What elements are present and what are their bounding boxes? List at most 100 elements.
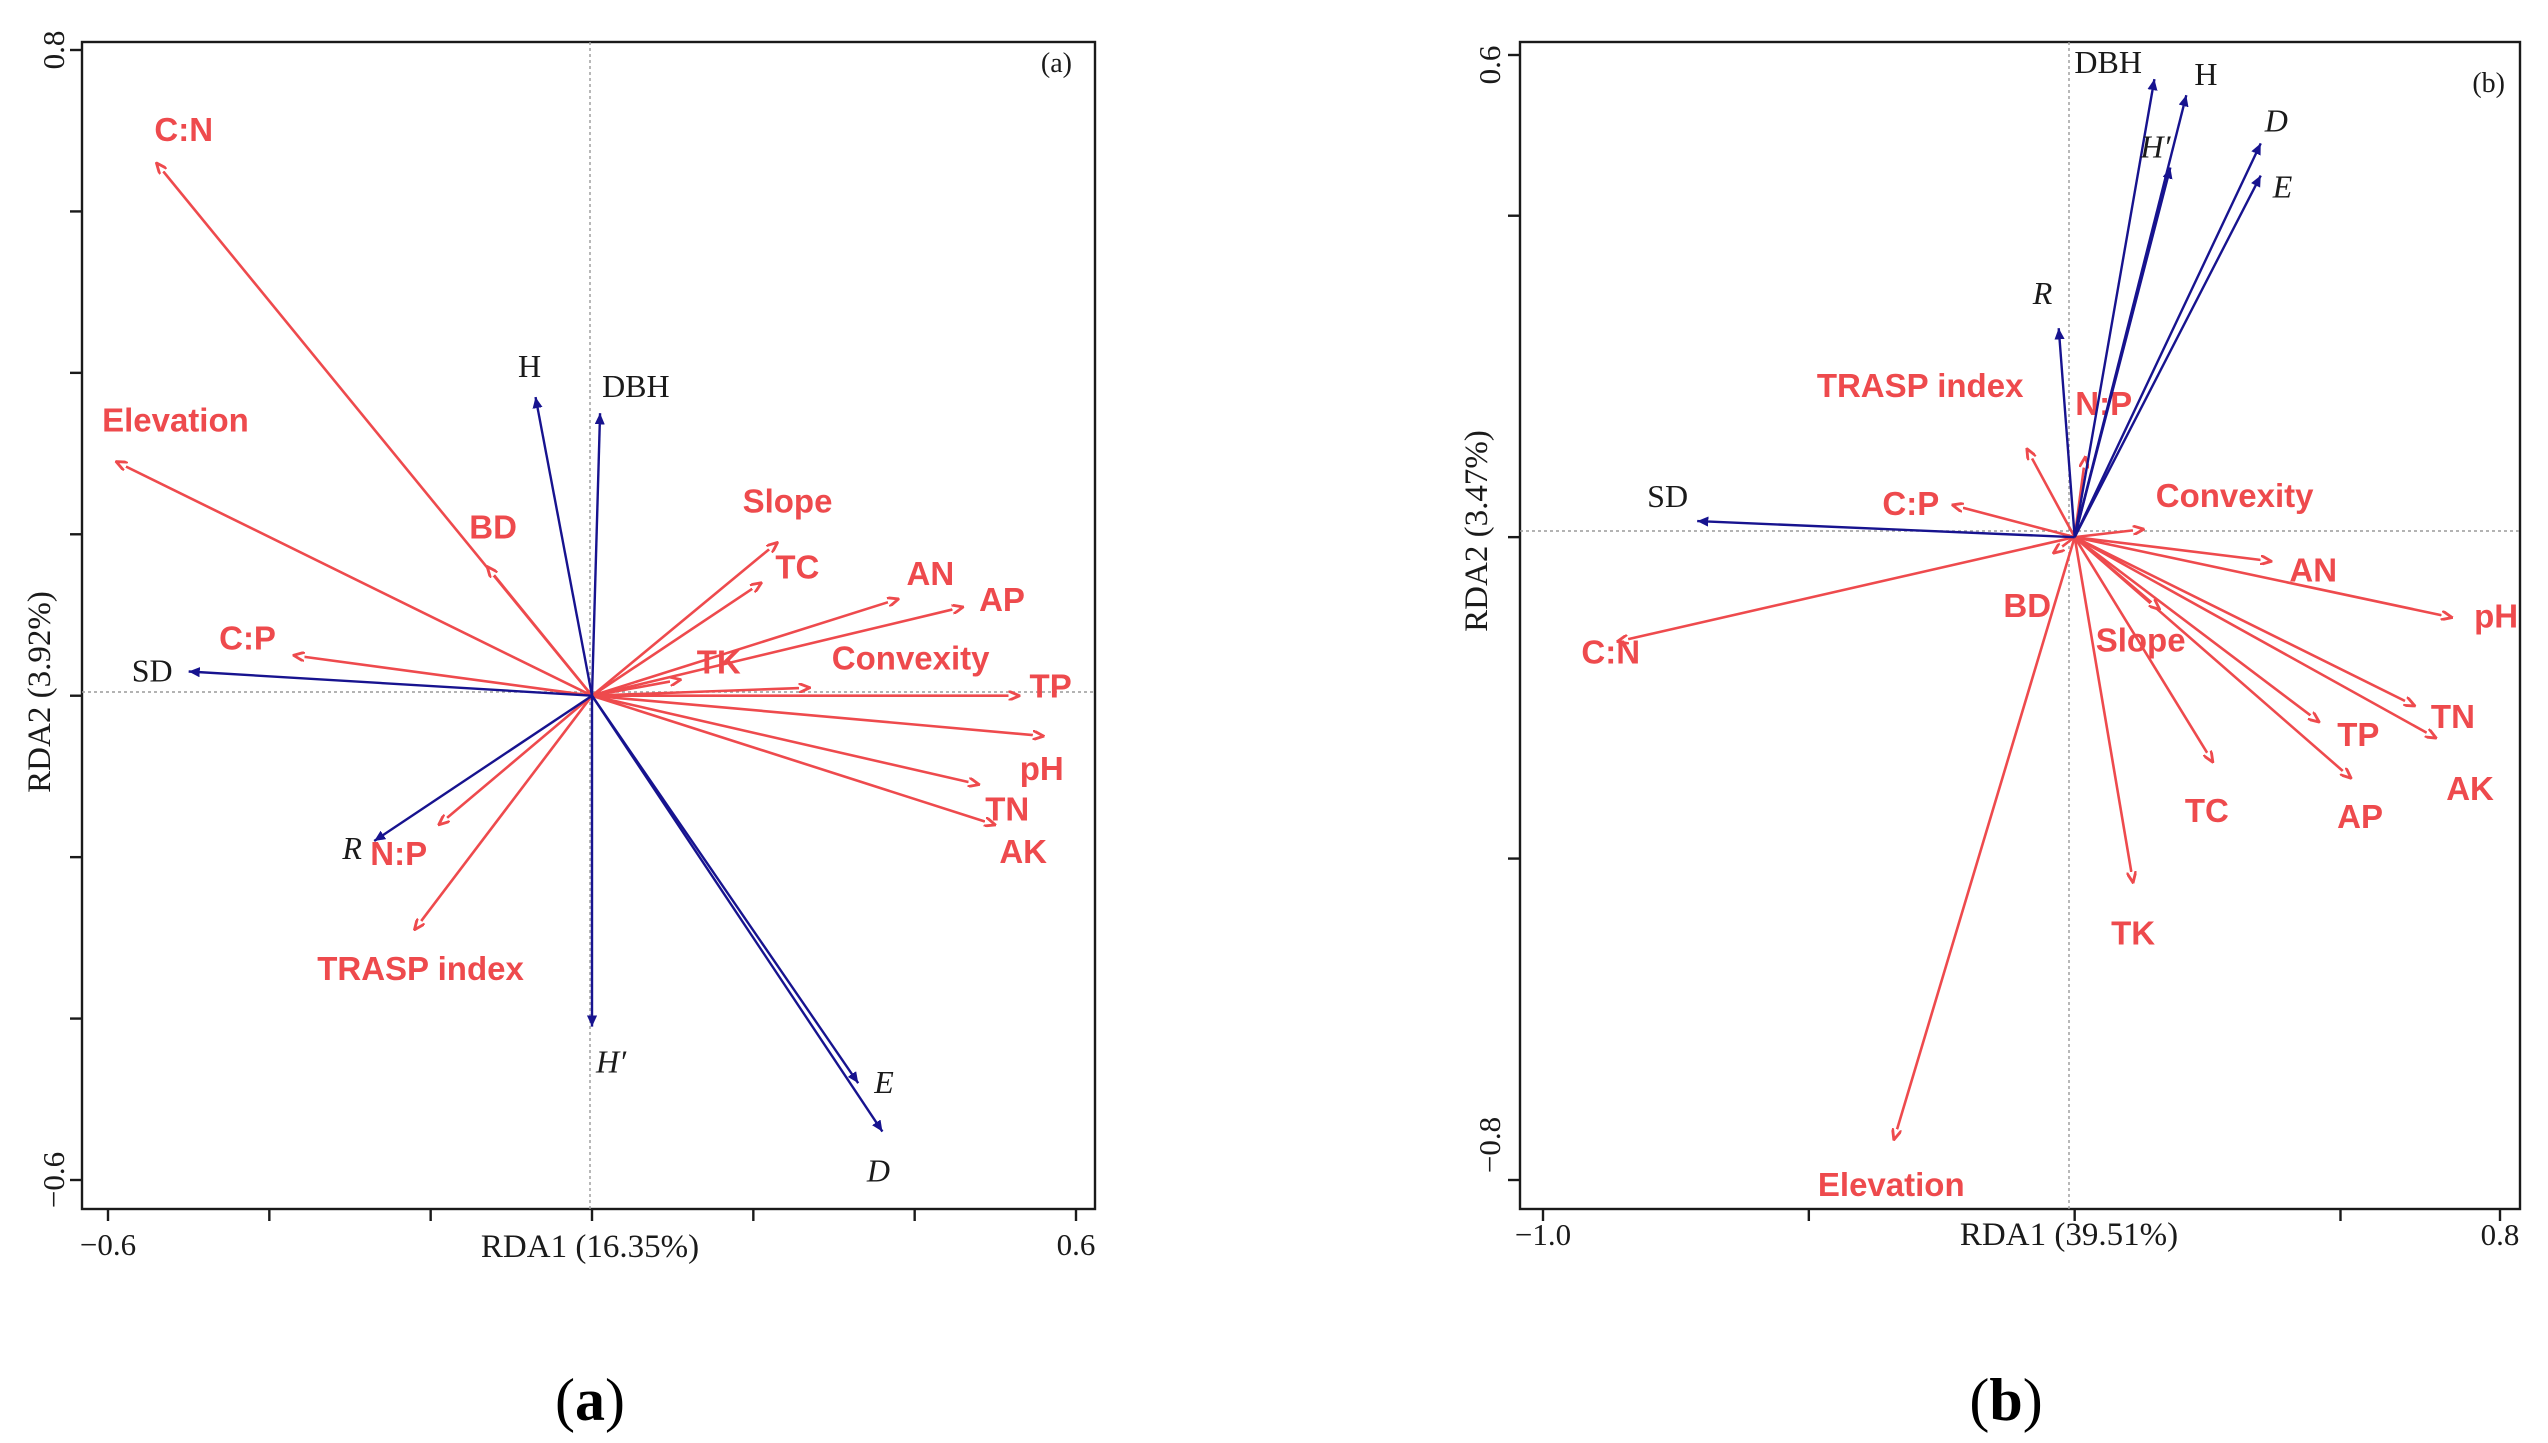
species-vector-d: D bbox=[2073, 102, 2288, 538]
species-vector-d: D bbox=[591, 695, 890, 1189]
env-vector-ak: AK bbox=[591, 694, 1047, 870]
env-arrow bbox=[487, 567, 594, 697]
y-tick-label-max: 0.8 bbox=[36, 31, 71, 70]
env-label: TK bbox=[697, 644, 741, 681]
env-arrow bbox=[591, 694, 979, 785]
env-arrow bbox=[2074, 535, 2452, 617]
env-arrow bbox=[2074, 535, 2415, 706]
env-label: Elevation bbox=[102, 402, 249, 439]
species-label: R bbox=[2032, 275, 2053, 311]
plot-frame bbox=[1518, 40, 2522, 1211]
species-label: R bbox=[341, 830, 362, 866]
y-axis-title: RDA2 (3.47%) bbox=[1459, 430, 1495, 632]
y-tick-label-min: −0.8 bbox=[1472, 1117, 1507, 1173]
y-tick-label-min: −0.6 bbox=[36, 1152, 71, 1208]
env-label: TC bbox=[775, 549, 819, 586]
species-label: D bbox=[2264, 102, 2288, 138]
env-label: TN bbox=[2431, 698, 2475, 735]
env-label: AK bbox=[999, 833, 1047, 870]
species-arrow bbox=[591, 695, 884, 1133]
env-arrow bbox=[591, 694, 995, 825]
y-tick-label-max: 0.6 bbox=[1472, 46, 1507, 85]
x-tick-label-min: −1.0 bbox=[1515, 1217, 1571, 1252]
species-arrow bbox=[2073, 142, 2262, 538]
env-arrow bbox=[591, 599, 899, 697]
env-vector-ph: pH bbox=[2074, 535, 2518, 635]
species-vector-e: E bbox=[2073, 169, 2293, 538]
axis-ticks bbox=[1508, 53, 2502, 1221]
species-arrow bbox=[1697, 521, 2075, 539]
species-vectors: DBH H H′ DE R SD bbox=[1647, 44, 2293, 539]
env-vector-ph: pH bbox=[591, 694, 1064, 787]
env-arrow bbox=[415, 694, 594, 930]
env-vector-slope: Slope bbox=[591, 482, 833, 697]
env-arrow bbox=[591, 583, 761, 697]
env-label: C:P bbox=[219, 619, 276, 656]
env-label: TRASP index bbox=[317, 950, 524, 987]
env-vector-n-p: N:P bbox=[2073, 385, 2132, 538]
species-arrow bbox=[2059, 328, 2076, 538]
env-vector-tk: TK bbox=[591, 644, 741, 697]
env-label: AK bbox=[2446, 770, 2494, 807]
species-label: SD bbox=[132, 653, 173, 689]
species-label: DBH bbox=[2074, 44, 2142, 80]
plot-frame bbox=[80, 40, 1097, 1211]
env-vector-elevation: Elevation bbox=[1818, 536, 2076, 1203]
env-arrow bbox=[2073, 536, 2320, 722]
env-label: Convexity bbox=[2156, 477, 2314, 514]
env-vector-n-p: N:P bbox=[370, 694, 593, 872]
panel-caption: (b) bbox=[1969, 1367, 2042, 1433]
env-label: Elevation bbox=[1818, 1166, 1965, 1203]
env-arrow bbox=[1952, 505, 2075, 539]
env-label: C:N bbox=[1581, 634, 1640, 671]
env-label: N:P bbox=[370, 835, 427, 872]
env-arrow bbox=[2073, 536, 2133, 883]
env-vector-slope: Slope bbox=[2073, 536, 2186, 658]
env-vector-an: AN bbox=[2074, 535, 2337, 588]
panel-tag: (b) bbox=[2472, 68, 2505, 99]
env-label: pH bbox=[2474, 598, 2518, 635]
env-label: Slope bbox=[743, 482, 833, 519]
species-arrow bbox=[2073, 167, 2171, 538]
env-label: TRASP index bbox=[1817, 367, 2024, 404]
species-vector-r: R bbox=[341, 694, 593, 866]
env-vector-trasp-index: TRASP index bbox=[1817, 367, 2076, 538]
env-label: Slope bbox=[2096, 621, 2186, 658]
env-arrow bbox=[591, 607, 963, 697]
species-vector-dbh: DBH bbox=[2073, 44, 2155, 538]
species-vector-h-prime: H′ bbox=[592, 695, 627, 1080]
axis-ticks bbox=[70, 48, 1078, 1221]
env-label: TP bbox=[2337, 716, 2379, 753]
species-arrow bbox=[590, 413, 600, 696]
species-label: SD bbox=[1647, 478, 1688, 514]
species-label: E bbox=[873, 1064, 894, 1100]
environment-vectors: C:N Elevation TRASP index C:P BD N:P Convexity… bbox=[1581, 367, 2518, 1203]
x-tick-label-max: 0.6 bbox=[1057, 1227, 1096, 1262]
x-tick-label-min: −0.6 bbox=[80, 1227, 136, 1262]
environment-vectors: C:N Elevation BD C:P N:P TRASP index Slope TC AN… bbox=[102, 111, 1072, 987]
env-label: AN bbox=[907, 555, 955, 592]
env-arrow bbox=[2074, 536, 2437, 738]
env-label: AN bbox=[2289, 551, 2337, 588]
x-tick-label-max: 0.8 bbox=[2481, 1217, 2520, 1252]
env-vector-tc: TC bbox=[2073, 536, 2229, 829]
env-vector-an: AN bbox=[591, 555, 955, 697]
env-vector-trasp-index: TRASP index bbox=[317, 694, 594, 987]
env-label: AP bbox=[979, 581, 1025, 618]
env-vector-tc: TC bbox=[591, 549, 819, 697]
env-arrow bbox=[439, 694, 593, 825]
env-arrow bbox=[116, 462, 593, 697]
species-arrow bbox=[2073, 78, 2155, 538]
env-label: BD bbox=[469, 509, 517, 546]
env-arrow bbox=[2074, 535, 2272, 561]
species-vector-dbh: DBH bbox=[590, 368, 670, 696]
species-label: H bbox=[2194, 56, 2217, 92]
species-arrow bbox=[188, 672, 593, 697]
species-vector-e: E bbox=[591, 695, 894, 1100]
env-arrow bbox=[2074, 529, 2144, 539]
env-label: Convexity bbox=[832, 640, 990, 677]
x-axis-title: RDA1 (16.35%) bbox=[481, 1229, 699, 1265]
rda-panel-b: C:N Elevation TRASP index C:P BD N:P Convexity… bbox=[1459, 40, 2522, 1433]
env-vector-tk: TK bbox=[2073, 536, 2155, 952]
env-label: pH bbox=[1020, 750, 1064, 787]
